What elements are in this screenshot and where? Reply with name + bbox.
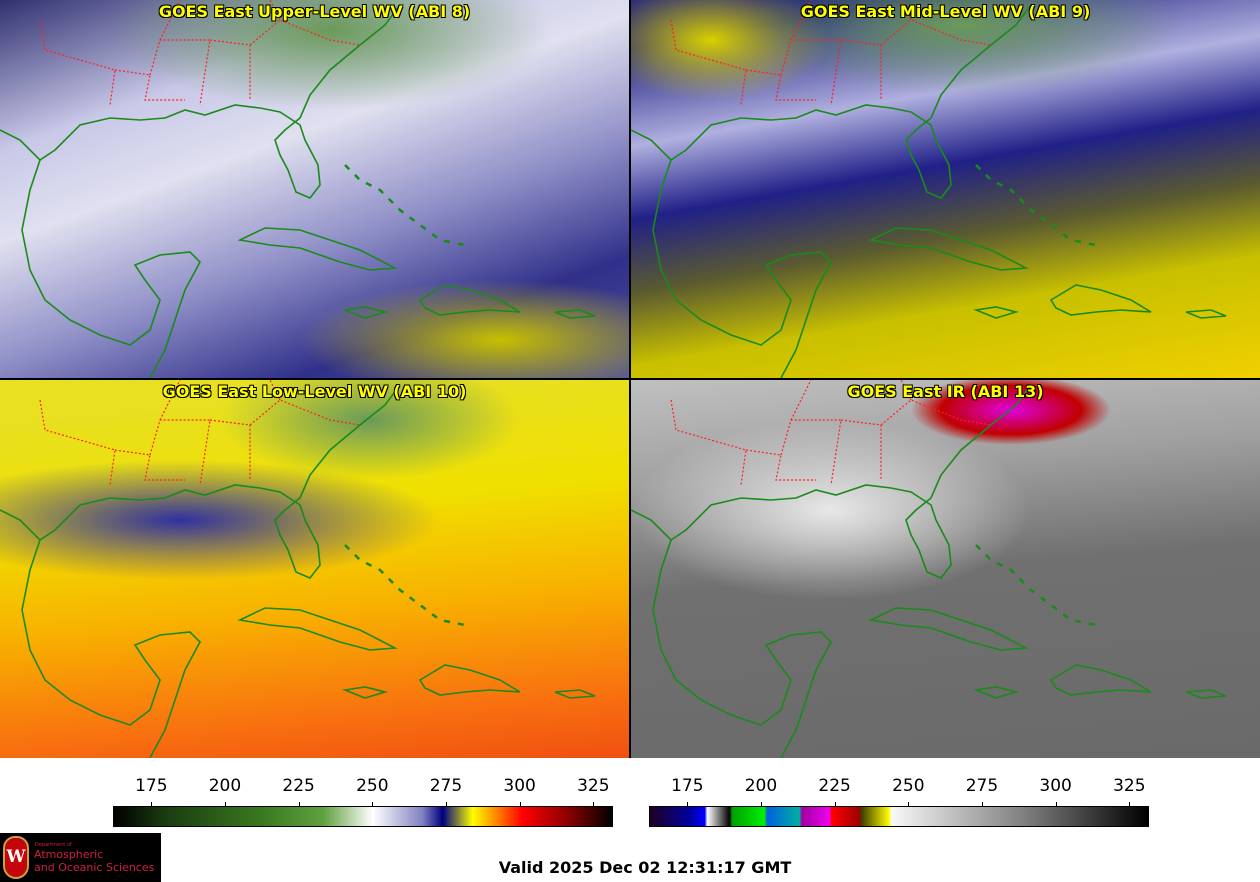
panel-divider	[0, 378, 1260, 380]
map-overlay	[0, 380, 597, 758]
panel-title: GOES East Upper-Level WV (ABI 8)	[158, 2, 471, 21]
aos-logo: W Department of Atmospheric and Oceanic …	[0, 833, 161, 882]
colorbar-tick-label: 325	[1113, 776, 1146, 796]
panel-ir: GOES East IR (ABI 13)	[631, 380, 1260, 758]
colorbar-tick	[981, 802, 983, 806]
colorbar-tick	[1055, 802, 1057, 806]
colorbar-tick-label: 275	[429, 776, 463, 796]
colorbar-tick	[834, 802, 836, 806]
panel-title: GOES East IR (ABI 13)	[847, 382, 1044, 401]
wv-colorbar	[113, 806, 613, 827]
panel-mid-level-wv: GOES East Mid-Level WV (ABI 9)	[631, 0, 1260, 378]
map-overlay	[631, 380, 1228, 758]
colorbar-tick	[372, 802, 374, 806]
panel-title: GOES East Low-Level WV (ABI 10)	[162, 382, 467, 401]
logo-line2: Atmospheric	[34, 848, 104, 861]
colorbar-tick	[687, 802, 689, 806]
colorbar-tick-label: 300	[1039, 776, 1072, 796]
colorbar-tick	[224, 802, 226, 806]
map-overlay	[0, 0, 597, 378]
colorbar-tick	[593, 802, 595, 806]
colorbar-tick	[1129, 802, 1131, 806]
colorbar-tick-label: 225	[282, 776, 315, 796]
colorbar-tick-label: 200	[744, 776, 778, 796]
colorbar-tick-label: 175	[135, 776, 168, 796]
colorbar-tick-label: 200	[208, 776, 242, 796]
colorbar-tick-label: 275	[965, 776, 999, 796]
colorbar-tick-label: 325	[577, 776, 610, 796]
colorbar-tick-label: 225	[818, 776, 851, 796]
colorbar-tick	[151, 802, 153, 806]
colorbar-tick-label: 250	[892, 776, 925, 796]
panel-upper-level-wv: GOES East Upper-Level WV (ABI 8)	[0, 0, 629, 378]
map-overlay	[631, 0, 1228, 378]
colorbar-tick	[298, 802, 300, 806]
colorbar-tick-label: 300	[503, 776, 536, 796]
colorbar-tick	[519, 802, 521, 806]
colorbar-tick-label: 175	[671, 776, 704, 796]
uw-crest-icon: W	[3, 836, 29, 879]
ir-colorbar	[649, 806, 1149, 827]
colorbar-tick	[760, 802, 762, 806]
logo-line3: and Oceanic Sciences	[34, 861, 155, 874]
colorbar-tick	[908, 802, 910, 806]
panel-title: GOES East Mid-Level WV (ABI 9)	[800, 2, 1091, 21]
valid-time: Valid 2025 Dec 02 12:31:17 GMT	[498, 858, 792, 877]
colorbar-tick	[445, 802, 447, 806]
logo-line1: Department of	[35, 842, 72, 848]
panel-low-level-wv: GOES East Low-Level WV (ABI 10)	[0, 380, 629, 758]
colorbar-tick-label: 250	[356, 776, 389, 796]
